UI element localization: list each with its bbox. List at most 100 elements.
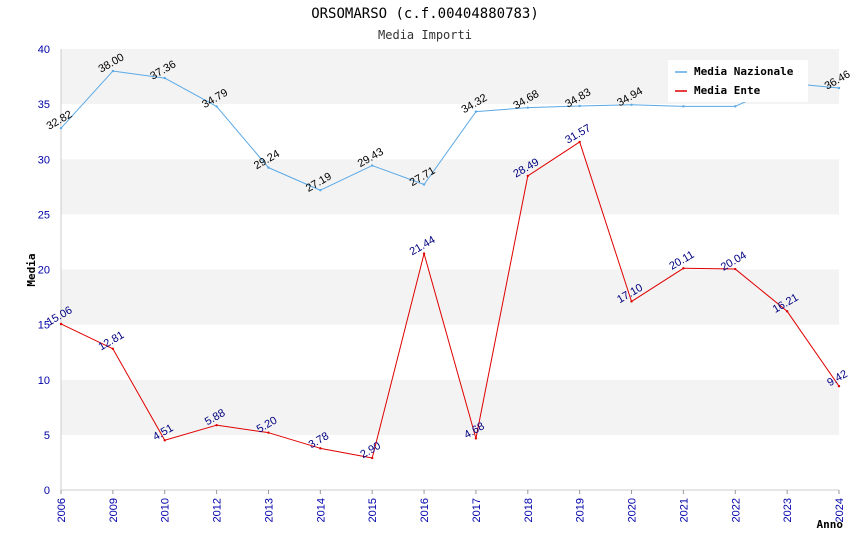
line-segment bbox=[683, 267, 736, 270]
data-point bbox=[111, 69, 115, 73]
data-point bbox=[319, 447, 322, 450]
data-point bbox=[578, 140, 581, 144]
data-point bbox=[578, 104, 581, 108]
data-point bbox=[474, 437, 478, 440]
x-tick-label: 2019 bbox=[575, 498, 587, 522]
line-segment bbox=[734, 268, 788, 312]
series-media-ente bbox=[59, 140, 841, 460]
y-tick-label: 0 bbox=[44, 485, 50, 497]
grid-bands bbox=[61, 49, 839, 490]
data-point bbox=[734, 267, 737, 271]
y-tick-label: 15 bbox=[38, 320, 50, 332]
line-segment bbox=[60, 70, 114, 129]
y-tick-label: 20 bbox=[38, 265, 50, 277]
x-tick-label: 2017 bbox=[471, 498, 483, 522]
legend-box bbox=[668, 60, 808, 102]
line-segment bbox=[164, 424, 217, 441]
data-point bbox=[734, 105, 737, 108]
data-point bbox=[630, 103, 633, 106]
grid-band bbox=[61, 104, 839, 160]
grid-band bbox=[61, 324, 839, 380]
data-point bbox=[163, 76, 166, 80]
line-segment bbox=[216, 424, 269, 434]
data-point bbox=[422, 183, 426, 186]
y-tick-label: 30 bbox=[38, 154, 50, 166]
line-segment bbox=[112, 70, 165, 79]
line-segment bbox=[475, 175, 529, 439]
line-segment bbox=[320, 165, 373, 191]
line-segment bbox=[164, 77, 217, 107]
y-axis-label: Media bbox=[25, 253, 38, 286]
y-tick-label: 5 bbox=[44, 430, 50, 442]
x-tick-label: 2023 bbox=[782, 498, 794, 522]
data-point bbox=[422, 252, 426, 255]
legend: Media Nazionale Media Ente bbox=[668, 60, 808, 102]
data-point bbox=[59, 126, 63, 130]
data-point bbox=[526, 174, 529, 178]
line-segment bbox=[268, 432, 321, 449]
x-tick-label: 2016 bbox=[419, 498, 431, 522]
grid-band bbox=[61, 269, 839, 325]
data-point bbox=[474, 110, 478, 113]
data-point bbox=[111, 347, 115, 350]
x-tick-label: 2009 bbox=[108, 498, 120, 522]
line-segment bbox=[112, 348, 166, 441]
y-tick-label: 40 bbox=[38, 44, 50, 56]
legend-label-media-ente: Media Ente bbox=[694, 84, 761, 97]
data-point bbox=[267, 431, 270, 434]
x-tick-label: 2021 bbox=[678, 498, 690, 522]
legend-label-media-nazionale: Media Nazionale bbox=[694, 65, 794, 78]
x-tick-label: 2006 bbox=[56, 498, 68, 522]
data-point bbox=[163, 439, 166, 442]
data-point bbox=[682, 105, 685, 108]
y-tick-label: 25 bbox=[38, 209, 50, 221]
data-point bbox=[215, 423, 218, 427]
line-segment bbox=[423, 253, 477, 439]
data-point bbox=[682, 267, 685, 270]
data-point bbox=[267, 166, 270, 169]
x-tick-label: 2022 bbox=[730, 498, 742, 522]
line-segment bbox=[631, 267, 684, 302]
grid-band bbox=[61, 434, 839, 490]
data-point bbox=[785, 310, 789, 313]
x-tick-label: 2015 bbox=[367, 498, 379, 522]
data-point bbox=[59, 322, 63, 326]
line-segment bbox=[320, 447, 373, 459]
grid-band bbox=[61, 379, 839, 435]
line-segment bbox=[631, 104, 684, 107]
y-tick-label: 35 bbox=[38, 99, 50, 111]
data-point bbox=[215, 105, 218, 108]
x-tick-label: 2024 bbox=[834, 498, 846, 522]
x-tick-label: 2018 bbox=[523, 498, 535, 522]
x-tick-label: 2020 bbox=[627, 498, 639, 522]
data-point bbox=[837, 384, 841, 388]
data-point bbox=[319, 189, 322, 192]
line-segment bbox=[786, 311, 840, 387]
line-segment bbox=[268, 167, 321, 191]
x-axis-label: Anno bbox=[817, 518, 844, 531]
data-point bbox=[526, 106, 529, 109]
data-point bbox=[837, 86, 841, 90]
x-tick-label: 2010 bbox=[160, 498, 172, 522]
line-segment bbox=[579, 104, 632, 107]
line-segment bbox=[216, 106, 269, 168]
data-point bbox=[371, 164, 374, 167]
y-tick-label: 10 bbox=[38, 375, 50, 387]
x-tick-label: 2013 bbox=[263, 498, 275, 522]
line-segment bbox=[527, 105, 580, 109]
line-segment bbox=[60, 323, 114, 350]
line-segment bbox=[371, 253, 425, 459]
grid-band bbox=[61, 214, 839, 270]
line-segment bbox=[527, 141, 580, 177]
axes: 0 5 10 15 20 25 30 35 40 2006 2009 2010 2012 2013 2014… bbox=[38, 44, 846, 522]
x-tick-label: 2014 bbox=[315, 498, 327, 522]
line-segment bbox=[579, 141, 633, 302]
line-segment bbox=[475, 107, 528, 113]
chart-subtitle: Media Importi bbox=[378, 28, 472, 42]
data-point bbox=[371, 456, 374, 460]
chart-title: ORSOMARSO (c.f.00404880783) bbox=[311, 6, 539, 22]
grid-band bbox=[61, 159, 839, 215]
data-point bbox=[630, 300, 633, 303]
line-segment bbox=[372, 165, 425, 185]
